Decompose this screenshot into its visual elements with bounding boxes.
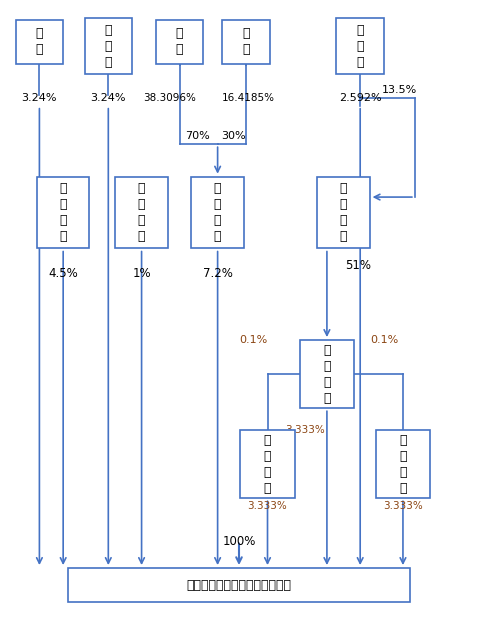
FancyBboxPatch shape bbox=[240, 430, 295, 499]
FancyBboxPatch shape bbox=[192, 177, 244, 248]
FancyBboxPatch shape bbox=[16, 20, 63, 64]
Text: 上海翼优信息技术股份有限公司: 上海翼优信息技术股份有限公司 bbox=[186, 579, 292, 592]
FancyBboxPatch shape bbox=[85, 18, 132, 74]
Text: 51%: 51% bbox=[345, 259, 371, 272]
FancyBboxPatch shape bbox=[376, 430, 430, 499]
Text: 3.24%: 3.24% bbox=[22, 93, 57, 103]
Text: 强
燕: 强 燕 bbox=[36, 27, 43, 56]
Text: 成
都
鼎
金: 成 都 鼎 金 bbox=[138, 182, 145, 243]
FancyBboxPatch shape bbox=[222, 20, 270, 64]
FancyBboxPatch shape bbox=[37, 177, 89, 248]
Text: 13.5%: 13.5% bbox=[381, 85, 417, 95]
Text: 100%: 100% bbox=[222, 535, 256, 548]
Text: 成
都
鼎
威: 成 都 鼎 威 bbox=[264, 434, 271, 495]
Text: 苏
醒: 苏 醒 bbox=[242, 27, 250, 56]
Text: 30%: 30% bbox=[221, 131, 246, 141]
Text: 3.333%: 3.333% bbox=[383, 501, 423, 511]
Text: 1%: 1% bbox=[132, 267, 151, 280]
Text: 0.1%: 0.1% bbox=[239, 335, 267, 345]
Text: 7.2%: 7.2% bbox=[203, 267, 233, 280]
Text: 3.333%: 3.333% bbox=[285, 425, 325, 435]
FancyBboxPatch shape bbox=[156, 20, 203, 64]
Text: 2.592%: 2.592% bbox=[339, 93, 381, 103]
Text: 16.4185%: 16.4185% bbox=[222, 93, 275, 103]
FancyBboxPatch shape bbox=[337, 18, 384, 74]
FancyBboxPatch shape bbox=[317, 177, 369, 248]
Text: 0.1%: 0.1% bbox=[370, 335, 398, 345]
Text: 陈
海
刚: 陈 海 刚 bbox=[357, 24, 364, 69]
Text: 上
海
掌
翼: 上 海 掌 翼 bbox=[214, 182, 221, 243]
Text: 冀
云
华: 冀 云 华 bbox=[105, 24, 112, 69]
Text: 70%: 70% bbox=[185, 131, 210, 141]
Text: 杨
勇: 杨 勇 bbox=[176, 27, 184, 56]
FancyBboxPatch shape bbox=[300, 340, 354, 408]
Text: 4.5%: 4.5% bbox=[48, 267, 78, 280]
Text: 成
都
鼎
量: 成 都 鼎 量 bbox=[399, 434, 407, 495]
Text: 国
金
鼎
兴: 国 金 鼎 兴 bbox=[340, 182, 348, 243]
Text: 成
都
鼎
兴: 成 都 鼎 兴 bbox=[323, 344, 331, 404]
Text: 3.24%: 3.24% bbox=[90, 93, 126, 103]
Text: 3.333%: 3.333% bbox=[248, 501, 287, 511]
Text: 上
海
涌
裕: 上 海 涌 裕 bbox=[59, 182, 67, 243]
FancyBboxPatch shape bbox=[116, 177, 168, 248]
Text: 38.3096%: 38.3096% bbox=[144, 93, 196, 103]
FancyBboxPatch shape bbox=[68, 568, 410, 602]
